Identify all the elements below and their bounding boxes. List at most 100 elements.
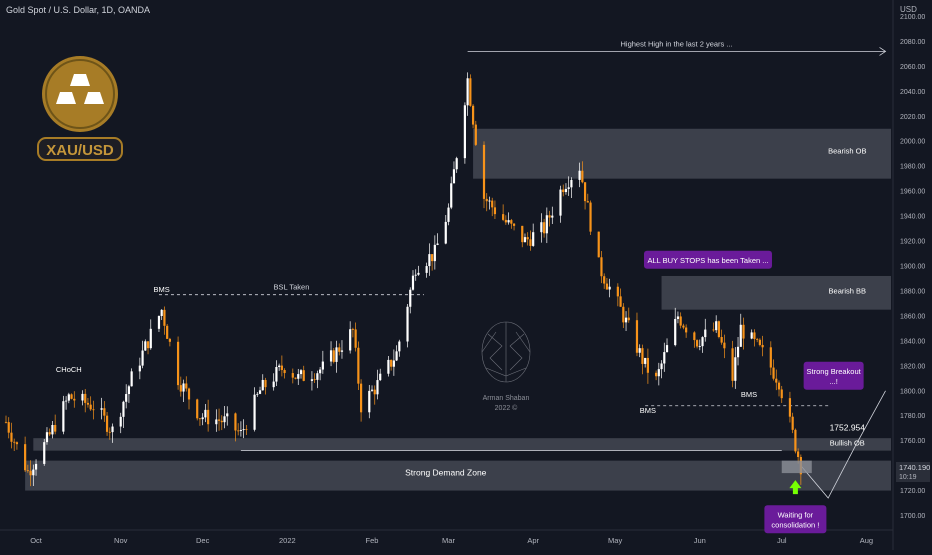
strong-breakout-callout[interactable]: Strong Breakout...! — [803, 361, 864, 390]
candle-body — [682, 325, 685, 328]
candle-body — [237, 430, 240, 432]
candle-body — [15, 442, 19, 445]
candle-body — [772, 367, 775, 379]
bullish-ob-label: Bullish OB — [830, 439, 865, 448]
candle-body — [578, 170, 581, 180]
candle-body — [111, 426, 114, 433]
candle-body — [780, 389, 783, 399]
x-tick-2022: 2022 — [279, 536, 296, 545]
candle-body — [586, 201, 589, 203]
candle-body — [532, 232, 535, 246]
candle-body — [485, 198, 488, 202]
candle-body — [272, 381, 275, 388]
candle-body — [201, 417, 204, 420]
candle-body — [447, 207, 450, 222]
candle-body — [280, 365, 283, 371]
candle-body — [373, 389, 376, 395]
y-tick-1860: 1860.00 — [900, 313, 925, 320]
candle-body — [723, 342, 726, 349]
buy-stops-callout[interactable]: ALL BUY STOPS has been Taken ... — [643, 250, 772, 269]
candle-body — [471, 105, 475, 125]
candle-body — [608, 286, 611, 290]
candle-body — [414, 274, 417, 276]
candle-body — [797, 451, 800, 458]
candle-body — [758, 339, 761, 345]
candle-body — [321, 361, 324, 370]
candle-body — [466, 78, 469, 106]
candle-body — [433, 244, 436, 262]
consolidation-callout-text-1: Waiting for — [778, 510, 814, 519]
candle-body — [297, 374, 300, 379]
candle-body — [127, 386, 131, 395]
candle-body — [26, 470, 29, 472]
price-axis[interactable]: 1700.001720.001740.001760.001780.001800.… — [900, 14, 925, 520]
candle-body — [791, 416, 794, 430]
strong-demand-zone[interactable] — [25, 460, 892, 491]
candle-body — [491, 200, 494, 208]
candle-body — [163, 309, 166, 326]
candle-body — [775, 378, 778, 383]
candle-body — [351, 329, 354, 331]
projection-path[interactable] — [800, 390, 886, 499]
candle-body — [523, 237, 527, 243]
candle-body — [34, 463, 38, 470]
candle-body — [217, 419, 221, 421]
symbol-title[interactable]: Gold Spot / U.S. Dollar, 1D, OANDA — [6, 5, 151, 15]
x-tick-feb: Feb — [366, 536, 379, 545]
candle-body — [698, 346, 701, 347]
candle-body — [119, 416, 122, 427]
candle-body — [425, 266, 428, 273]
candle-body — [581, 170, 584, 183]
candle-body — [395, 351, 398, 361]
candle-body — [455, 158, 458, 170]
bms-label-left: BMS — [154, 285, 170, 294]
candle-body — [179, 385, 182, 392]
x-tick-mar: Mar — [442, 536, 455, 545]
bearish-bb-label: Bearish BB — [829, 286, 867, 295]
candle-body — [428, 254, 431, 267]
candle-body — [521, 225, 524, 243]
candle-body — [644, 357, 647, 364]
logo-text: XAU/USD — [46, 142, 114, 159]
candle-body — [67, 394, 70, 401]
bearish-ob[interactable] — [473, 128, 891, 179]
consolidation-callout-text-2: consolidation ! — [771, 520, 819, 529]
candle-body — [176, 341, 180, 386]
candle-body — [564, 188, 568, 193]
candle-body — [761, 344, 764, 348]
candle-body — [168, 338, 171, 342]
gold-bar-icon-top — [70, 74, 90, 86]
y-tick-1800: 1800.00 — [900, 388, 925, 395]
bearish-bb[interactable] — [661, 275, 891, 310]
candle-body — [4, 421, 8, 423]
candle-body — [750, 332, 753, 339]
candle-body — [551, 215, 554, 218]
candle-body — [469, 78, 472, 106]
candle-body — [141, 350, 144, 366]
bms-label-may: BMS — [640, 406, 656, 415]
time-axis[interactable]: Oct Nov Dec 2022 Feb Mar Apr May Jun Jul Aug — [30, 536, 873, 545]
candle-body — [616, 286, 619, 297]
candle-body — [332, 350, 335, 362]
y-tick-1720: 1720.00 — [900, 488, 925, 495]
candle-body — [29, 470, 32, 476]
candle-body — [62, 401, 65, 432]
candle-body — [108, 431, 111, 433]
bullish-ob[interactable] — [33, 438, 891, 451]
candle-body — [310, 379, 314, 381]
candle-body — [736, 346, 740, 358]
candle-body — [543, 222, 546, 234]
candle-body — [739, 324, 742, 347]
bsl-line-label: BSL Taken — [274, 283, 310, 292]
candle-body — [207, 409, 210, 425]
candle-body — [545, 215, 548, 234]
candles-series — [4, 72, 802, 487]
candle-body — [329, 350, 333, 362]
candle-body — [73, 398, 76, 401]
candle-body — [125, 394, 128, 402]
gold-bar-icon-right — [84, 92, 104, 104]
